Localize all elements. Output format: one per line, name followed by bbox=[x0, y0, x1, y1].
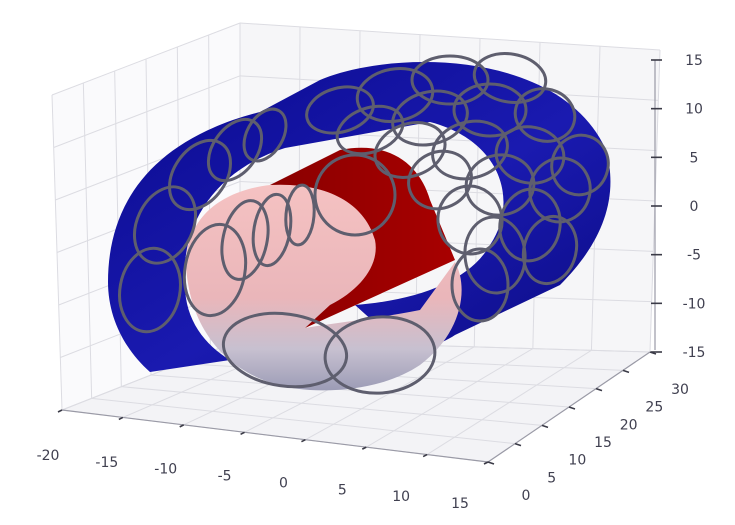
circle-outline bbox=[528, 156, 592, 224]
axis-ticks: -20 -15 -10 -5 0 5 10 15 051015202530151050-5-10… bbox=[37, 53, 706, 512]
y-tick-mark bbox=[568, 406, 576, 410]
circle-outline bbox=[305, 85, 375, 135]
x-tick-label: 5 bbox=[338, 482, 347, 498]
x-tick-mark bbox=[57, 409, 63, 413]
circle-outline bbox=[313, 153, 397, 237]
circle-outline bbox=[133, 185, 197, 265]
y-tick-mark bbox=[514, 442, 522, 447]
y-tick-mark bbox=[622, 369, 630, 374]
circle-outline bbox=[182, 222, 248, 318]
circle-outline bbox=[206, 117, 264, 183]
y-tick-label: 0 bbox=[522, 488, 531, 504]
grid-line bbox=[121, 386, 543, 426]
z-tick-label: 5 bbox=[690, 150, 699, 166]
y-tick-mark bbox=[595, 387, 603, 392]
inner-shaded-half-cylinder bbox=[186, 184, 462, 391]
circle-outline bbox=[335, 104, 405, 156]
x-tick-label: -5 bbox=[218, 469, 232, 485]
y-tick-label: 25 bbox=[645, 400, 663, 416]
circle-outline bbox=[410, 54, 490, 106]
x-tick-label: -10 bbox=[154, 462, 177, 478]
outer-half-cylinder bbox=[108, 62, 611, 372]
grid-line bbox=[239, 22, 661, 51]
circle-outline bbox=[521, 214, 579, 286]
circle-outline bbox=[431, 119, 509, 181]
circle-outline bbox=[550, 133, 610, 197]
z-tick-label: 0 bbox=[690, 199, 699, 215]
circle-outline bbox=[450, 247, 510, 323]
x-tick-label: 10 bbox=[392, 489, 410, 505]
circle-outline bbox=[407, 149, 473, 211]
y-tick-label: 20 bbox=[620, 417, 638, 433]
circle-outline bbox=[323, 315, 437, 395]
grid-line bbox=[51, 22, 241, 96]
z-tick-label: -10 bbox=[683, 296, 706, 312]
circle-outline bbox=[472, 52, 548, 104]
x-tick-mark bbox=[483, 461, 489, 465]
circle-outline bbox=[355, 67, 435, 123]
x-tick-mark bbox=[361, 446, 367, 450]
circle-outline bbox=[494, 125, 566, 185]
circle-outlines bbox=[118, 52, 610, 395]
x-tick-mark bbox=[118, 416, 124, 421]
z-tick-label: -15 bbox=[683, 345, 706, 361]
circle-outline bbox=[251, 192, 293, 268]
circle-outline bbox=[168, 138, 232, 212]
circle-outline bbox=[513, 87, 577, 143]
x-tick-mark bbox=[422, 453, 428, 458]
y-tick-label: 15 bbox=[594, 435, 612, 451]
y-tick-label: 30 bbox=[671, 382, 689, 398]
floor-pane bbox=[62, 340, 650, 462]
x-tick-mark bbox=[301, 438, 306, 443]
x-tick-label: -15 bbox=[95, 455, 118, 471]
z-tick-label: 10 bbox=[685, 102, 703, 118]
surfaces bbox=[108, 62, 611, 391]
y-tick-mark bbox=[541, 424, 549, 429]
y-tick-mark bbox=[487, 461, 495, 465]
circle-outline bbox=[463, 215, 527, 295]
circle-outline bbox=[220, 199, 270, 281]
circle-outline bbox=[118, 246, 182, 334]
y-tick-label: 5 bbox=[547, 470, 556, 486]
x-tick-label: 15 bbox=[451, 496, 469, 512]
y-tick-label: 10 bbox=[568, 453, 586, 469]
circle-outline bbox=[284, 183, 316, 247]
grid-line bbox=[91, 397, 516, 445]
x-tick-label: 0 bbox=[279, 475, 288, 491]
x-axis-line bbox=[61, 409, 489, 463]
z-tick-label: -5 bbox=[687, 248, 701, 264]
circle-outline bbox=[221, 311, 349, 389]
grid-line bbox=[53, 75, 241, 148]
circle-outline bbox=[452, 82, 528, 138]
x-tick-mark bbox=[240, 431, 245, 436]
x-tick-mark bbox=[179, 424, 185, 428]
z-tick-label: 15 bbox=[685, 53, 703, 69]
circle-outline bbox=[242, 107, 288, 163]
x-tick-label: -20 bbox=[37, 448, 60, 464]
